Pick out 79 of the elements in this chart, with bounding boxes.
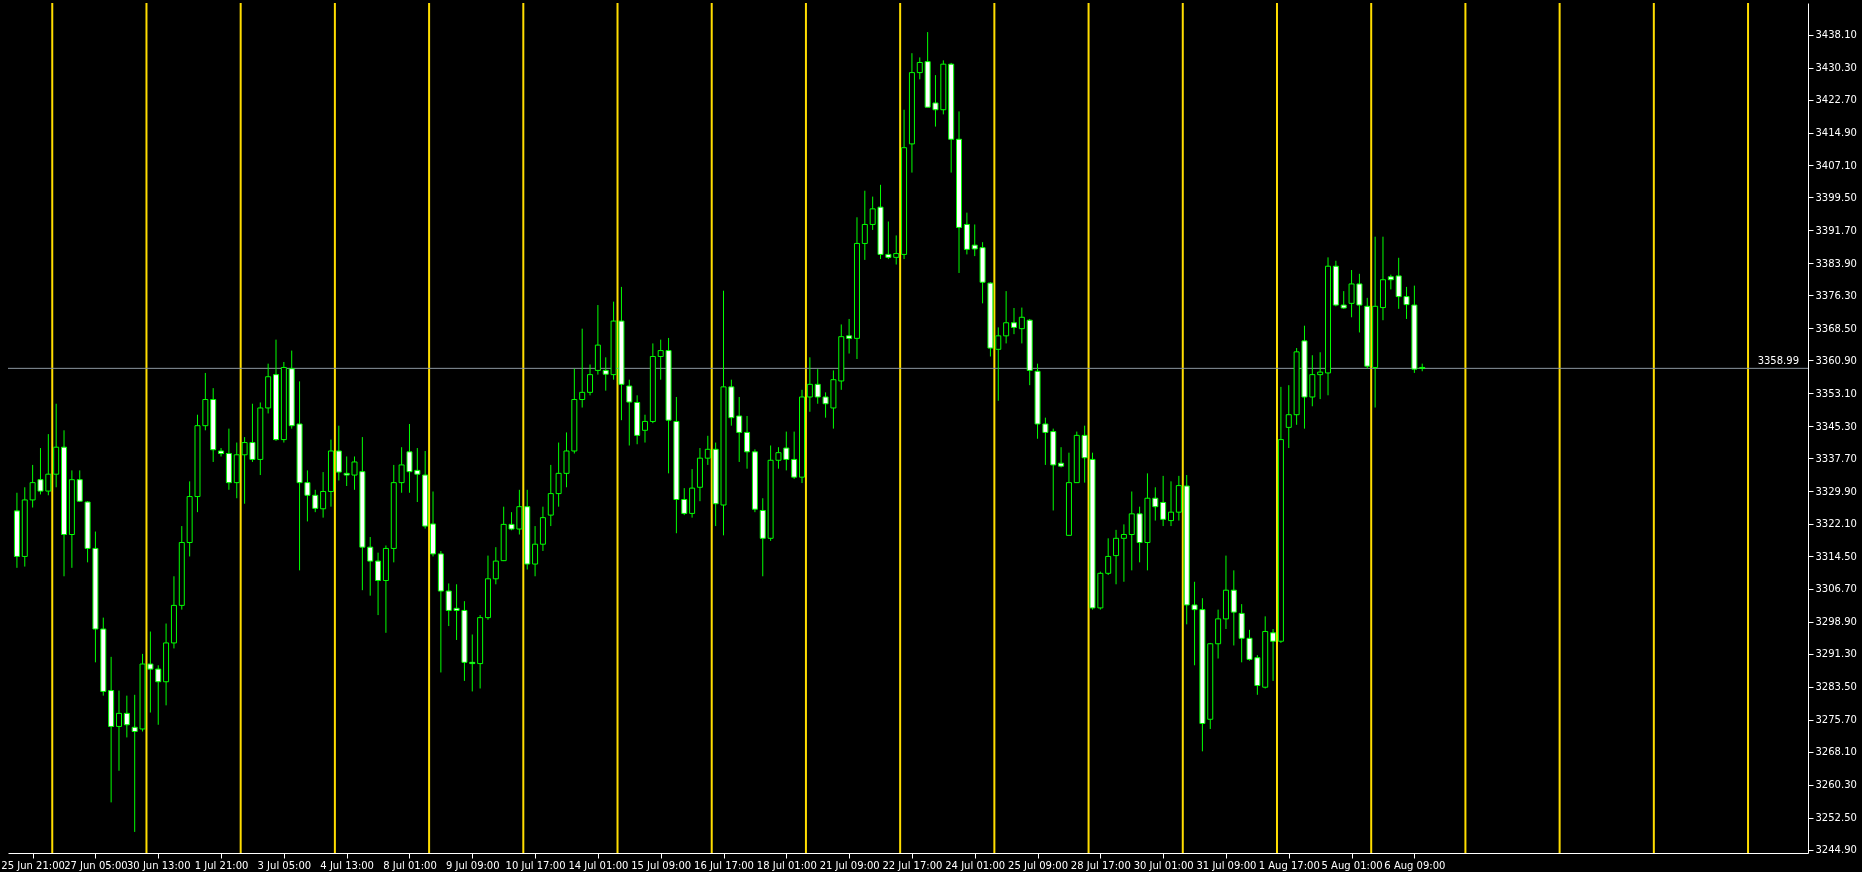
x-tick-label: 31 Jul 09:00 (1196, 859, 1257, 871)
y-tick-label: 3306.70 (1815, 583, 1857, 595)
x-tick-label: 1 Jul 21:00 (194, 859, 249, 871)
x-tick-label: 30 Jun 13:00 (126, 859, 191, 871)
candlestick (704, 435, 711, 466)
y-tick-label: 3283.50 (1815, 681, 1857, 693)
x-tick-label: 25 Jul 09:00 (1008, 859, 1069, 871)
x-tick-label: 24 Jul 01:00 (945, 859, 1006, 871)
y-tick-label: 3376.30 (1815, 289, 1857, 301)
y-tick-label: 3291.30 (1815, 648, 1857, 660)
y-tick-label: 3244.90 (1815, 844, 1857, 856)
candlestick (1160, 475, 1167, 527)
x-tick-label: 3 Jul 05:00 (257, 859, 312, 871)
y-tick-label: 3275.70 (1815, 714, 1857, 726)
y-tick-label: 3345.30 (1815, 420, 1857, 432)
y-tick-label: 3391.70 (1815, 224, 1857, 236)
candlestick (1120, 523, 1127, 583)
candlestick (791, 431, 798, 480)
x-tick-label: 1 Aug 17:00 (1258, 859, 1320, 871)
y-tick-label: 3322.10 (1815, 518, 1857, 530)
x-tick-label: 30 Jul 01:00 (1133, 859, 1194, 871)
x-tick-label: 9 Jul 09:00 (445, 859, 500, 871)
candlestick (1105, 537, 1112, 576)
candlestick (375, 552, 382, 616)
y-tick-label: 3422.70 (1815, 94, 1857, 106)
candlestick (1168, 480, 1174, 527)
candlestick (587, 364, 594, 396)
candlestick (846, 318, 853, 355)
y-tick-label: 3314.50 (1815, 550, 1857, 562)
candlestick (1018, 307, 1025, 344)
x-tick-label: 21 Jul 09:00 (819, 859, 880, 871)
candlestick (1003, 290, 1010, 344)
x-tick-label: 25 Jun 21:00 (1, 859, 65, 871)
candlestick (1230, 569, 1237, 646)
candlestick (218, 447, 225, 457)
candlestick (806, 356, 813, 413)
y-tick-label: 3252.50 (1815, 812, 1857, 824)
x-tick-label: 8 Jul 01:00 (383, 859, 437, 871)
candlestick (532, 525, 539, 577)
x-tick-label: 5 Aug 01:00 (1321, 859, 1383, 871)
candlestick (1010, 307, 1017, 335)
x-tick-label: 15 Jul 09:00 (631, 859, 692, 871)
y-tick-label: 3353.10 (1815, 387, 1857, 399)
candlestick (492, 546, 499, 585)
y-tick-label: 3298.90 (1815, 616, 1857, 628)
x-tick-label: 4 Jul 13:00 (320, 859, 374, 871)
candlestick (744, 415, 751, 470)
x-tick-label: 28 Jul 17:00 (1070, 859, 1131, 871)
candlestick (123, 695, 130, 738)
x-tick-label: 10 Jul 17:00 (505, 859, 566, 871)
x-tick-label: 6 Aug 09:00 (1384, 859, 1446, 871)
candlestick (1270, 628, 1277, 682)
candlestick (861, 190, 868, 261)
y-tick-label: 3438.10 (1815, 29, 1857, 41)
candlestick (626, 379, 633, 447)
y-tick-label: 3399.50 (1815, 191, 1857, 203)
candlestick (335, 425, 342, 482)
y-tick-label: 3368.50 (1815, 322, 1857, 334)
x-tick-label: 14 Jul 01:00 (568, 859, 629, 871)
x-tick-label: 27 Jun 05:00 (64, 859, 128, 871)
candlestick (1317, 351, 1324, 400)
y-tick-label: 3260.30 (1815, 779, 1857, 791)
y-tick-label: 3414.90 (1815, 127, 1857, 138)
y-tick-label: 3430.30 (1815, 62, 1857, 74)
ref-line-label: 3358.99 (1757, 355, 1799, 367)
y-tick-label: 3407.10 (1815, 159, 1857, 171)
candlestick (642, 414, 648, 444)
candlestick (115, 690, 122, 772)
y-tick-label: 3329.90 (1815, 485, 1857, 497)
candlestick (579, 328, 586, 409)
x-tick-label: 22 Jul 17:00 (882, 859, 943, 871)
candlestick (1113, 529, 1120, 585)
y-tick-label: 3383.90 (1815, 257, 1857, 269)
y-tick-label: 3337.70 (1815, 452, 1857, 464)
x-tick-label: 18 Jul 01:00 (756, 859, 817, 871)
candlestick (320, 471, 327, 519)
x-tick-label: 16 Jul 17:00 (694, 859, 754, 871)
y-tick-label: 3268.10 (1815, 746, 1857, 758)
y-tick-label: 3360.90 (1815, 354, 1857, 366)
